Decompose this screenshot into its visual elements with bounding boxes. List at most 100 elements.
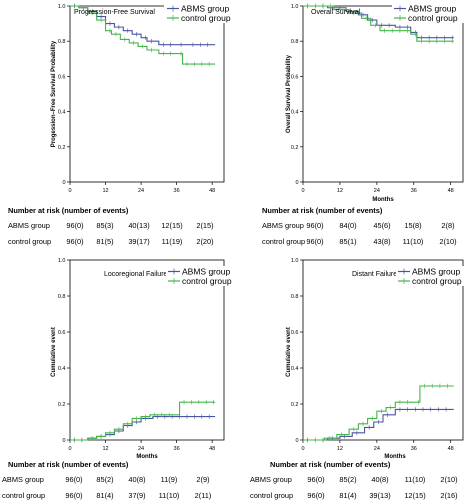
- risk-cell: 40(13): [128, 221, 149, 230]
- plot-frame: [69, 5, 225, 183]
- y-tick-label: 0.4: [58, 366, 66, 372]
- y-axis-title: Progession–Free Survival Probability: [51, 40, 57, 147]
- risk-cell: 85(2): [339, 475, 356, 484]
- risk-cell: 96(0): [65, 491, 82, 500]
- plot-frame: [69, 259, 225, 441]
- legend-control-label: control group: [182, 276, 232, 286]
- y-tick-label: 0.8: [58, 39, 66, 45]
- y-tick-label: 0.2: [58, 145, 66, 151]
- x-tick-label: 36: [174, 446, 180, 452]
- risk-header: Number at risk (number of events): [262, 206, 383, 215]
- risk-cell: 39(13): [369, 491, 390, 500]
- y-tick-label: 0.2: [291, 402, 299, 408]
- x-tick-label: 36: [174, 188, 180, 194]
- axes: 0 12 24 36 48 0 0.2 0.4 0.6 0.8 1.0: [58, 4, 215, 194]
- y-tick-label: 1.0: [291, 258, 299, 264]
- x-axis-title: Months: [384, 454, 406, 460]
- risk-cell: 12(15): [161, 221, 182, 230]
- x-tick-label: 0: [68, 188, 71, 194]
- y-axis-title: Cumulative event: [51, 327, 57, 377]
- km-curve-control: [303, 5, 454, 42]
- risk-cell: 11(10): [405, 475, 426, 484]
- x-tick-label: 12: [337, 446, 343, 452]
- y-axis-title: Cumulative event: [286, 327, 292, 377]
- risk-cell: 43(8): [373, 237, 390, 246]
- x-tick-label: 24: [374, 446, 380, 452]
- x-axis-title: Months: [136, 454, 158, 460]
- risk-cell: 96(0): [66, 221, 83, 230]
- risk-cell: 2(20): [196, 237, 213, 246]
- y-tick-label: 0: [295, 180, 298, 186]
- risk-cell: 11(10): [159, 491, 180, 500]
- risk-cell: 96(0): [66, 237, 83, 246]
- risk-cell: 2(8): [441, 221, 454, 230]
- x-tick-label: 24: [138, 446, 144, 452]
- curves: [303, 3, 454, 44]
- x-tick-label: 12: [102, 446, 108, 452]
- axes: 0 12 24 36 48 0 0.2 0.4 0.6 0.8 1.0: [291, 4, 454, 194]
- y-tick-label: 0.8: [58, 294, 66, 300]
- risk-table: Number at risk (number of events) ABMS g…: [2, 460, 211, 500]
- risk-group-abms: ABMS group: [250, 475, 292, 484]
- risk-header: Number at risk (number of events): [8, 206, 129, 215]
- y-tick-label: 1.0: [58, 258, 66, 264]
- pfs-panel: 0 12 24 36 48 0 0.2 0.4 0.6 0.8 1.0 Progression-Fr…: [8, 3, 236, 246]
- plot-title: Overall Survival: [311, 9, 360, 16]
- risk-header: Number at risk (number of events): [270, 460, 391, 469]
- risk-cell: 2(10): [440, 475, 457, 484]
- risk-cell: 96(0): [307, 491, 324, 500]
- x-tick-label: 0: [68, 446, 71, 452]
- risk-table: Number at risk (number of events) ABMS g…: [8, 206, 214, 246]
- risk-cell: 96(0): [65, 475, 82, 484]
- risk-cell: 12(15): [404, 491, 425, 500]
- x-tick-label: 48: [448, 188, 454, 194]
- risk-cell: 2(9): [196, 475, 209, 484]
- risk-cell: 85(1): [339, 237, 356, 246]
- km-curve-control: [70, 5, 216, 65]
- risk-cell: 11(9): [161, 475, 178, 484]
- risk-cell: 2(11): [195, 491, 212, 500]
- risk-cell: 39(17): [128, 237, 149, 246]
- legend-box: [164, 3, 236, 23]
- plot-title: Locoregional Failure: [104, 271, 168, 278]
- y-axis-title: Overall Survival Probability: [286, 54, 292, 133]
- axes: 0 12 24 36 48 0 0.2 0.4 0.6 0.8 1.0: [291, 258, 454, 452]
- legend-control-label: control group: [408, 13, 458, 23]
- risk-group-control: control group: [2, 491, 45, 500]
- axes: 0 12 24 36 48 0 0.2 0.4 0.6 0.8 1.0: [58, 258, 215, 452]
- risk-cell: 96(0): [306, 237, 323, 246]
- plot-title: Progression-Free Survival: [74, 9, 155, 16]
- y-tick-label: 0: [295, 438, 298, 444]
- risk-cell: 11(19): [162, 237, 183, 246]
- curves: [303, 383, 454, 443]
- curves: [70, 400, 216, 443]
- legend: ABMS group control group: [392, 3, 468, 23]
- y-tick-label: 0.6: [58, 74, 66, 80]
- y-tick-label: 0.6: [58, 330, 66, 336]
- x-tick-label: 12: [102, 188, 108, 194]
- risk-group-control: control group: [250, 491, 293, 500]
- risk-cell: 81(4): [339, 491, 356, 500]
- df-panel: 0 12 24 36 48 0 0.2 0.4 0.6 0.8 1.0 Distant Failur…: [250, 258, 472, 500]
- curves: [70, 3, 216, 67]
- risk-group-abms: ABMS group: [8, 221, 50, 230]
- risk-table: Number at risk (number of events) ABMS g…: [262, 206, 457, 246]
- x-axis-title: Months: [372, 197, 394, 203]
- legend-abms-label: ABMS group: [408, 4, 456, 14]
- plot-title: Distant Failure: [352, 271, 397, 278]
- legend-control-label: control group: [181, 13, 231, 23]
- y-tick-label: 0.4: [291, 366, 299, 372]
- risk-group-abms: ABMS group: [2, 475, 44, 484]
- risk-cell: 2(16): [440, 491, 457, 500]
- km-curve-control: [70, 401, 216, 441]
- x-tick-label: 0: [301, 188, 304, 194]
- x-tick-label: 12: [337, 188, 343, 194]
- risk-cell: 96(0): [306, 221, 323, 230]
- risk-cell: 15(8): [404, 221, 421, 230]
- legend-control-label: control group: [412, 276, 462, 286]
- risk-group-control: control group: [262, 237, 305, 246]
- risk-group-control: control group: [8, 237, 51, 246]
- legend-box: [396, 266, 472, 286]
- x-tick-label: 0: [301, 446, 304, 452]
- y-tick-label: 0.6: [291, 74, 299, 80]
